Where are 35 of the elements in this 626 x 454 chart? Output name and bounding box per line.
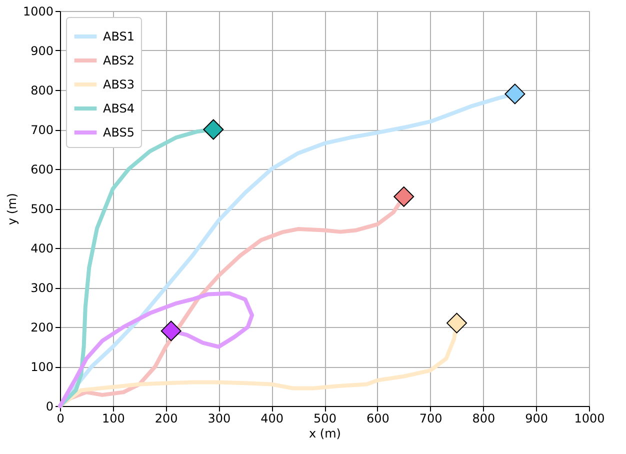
y-tick-label: 100	[30, 360, 54, 374]
line-series	[58, 291, 254, 408]
y-tick-label: 0	[46, 400, 54, 414]
x-tick-label: 300	[208, 412, 231, 426]
x-tick-label: 100	[102, 412, 125, 426]
y-tick-label: 900	[30, 44, 54, 58]
legend-label: ABS1	[103, 30, 134, 44]
x-axis-title: x (m)	[309, 426, 341, 440]
x-tick-label: 400	[260, 412, 284, 426]
x-tick-label: 800	[472, 412, 496, 426]
x-tick-label: 900	[525, 412, 548, 426]
y-tick-label: 600	[30, 162, 54, 176]
legend-label: ABS5	[103, 126, 134, 140]
point	[446, 312, 467, 334]
y-tick-label: 800	[30, 84, 54, 98]
y-tick-label: 200	[30, 320, 54, 334]
x-tick-label: 200	[154, 412, 178, 426]
legend-label: ABS4	[103, 102, 134, 116]
y-tick-label: 300	[30, 281, 54, 295]
point	[394, 186, 414, 207]
point	[203, 119, 224, 140]
x-tick-label: 600	[366, 412, 390, 426]
point	[504, 84, 526, 104]
y-tick-label: 700	[30, 123, 54, 137]
point	[160, 320, 182, 342]
x-tick-label: 0	[56, 412, 64, 426]
legend-label: ABS2	[103, 54, 134, 68]
x-tick-label: 1000	[574, 412, 605, 426]
x-tick-label: 500	[314, 412, 336, 426]
x-tick-label: 700	[419, 412, 442, 426]
y-axis-title: y (m)	[4, 193, 19, 225]
y-tick-label: 400	[30, 242, 54, 256]
legend-label: ABS3	[103, 78, 134, 92]
y-tick-label: 500	[30, 202, 54, 216]
y-tick-label: 1000	[22, 4, 54, 18]
